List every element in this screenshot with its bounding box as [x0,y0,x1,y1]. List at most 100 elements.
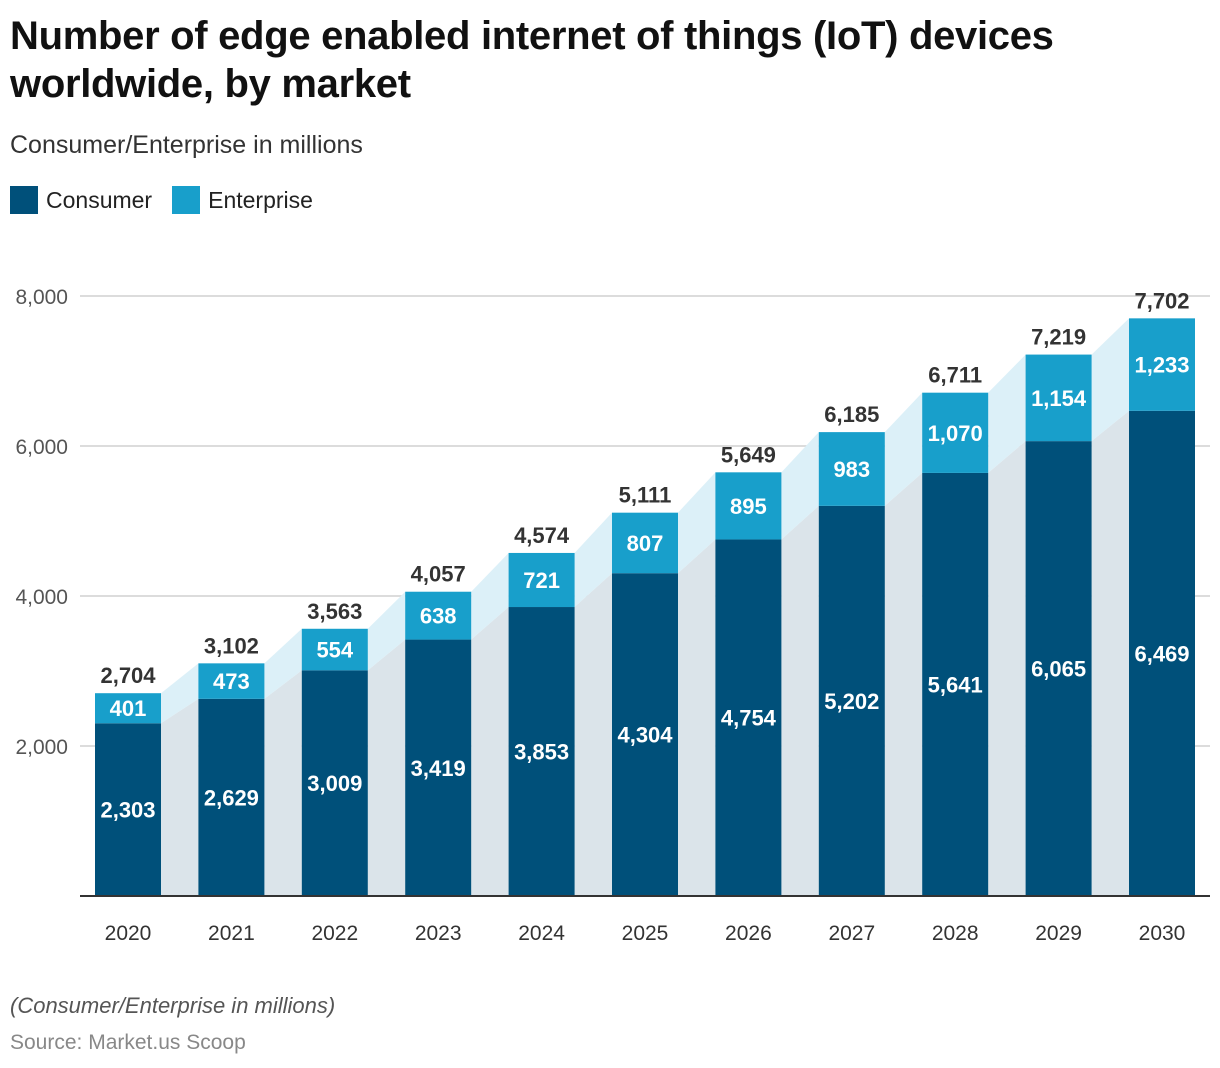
data-label-total: 4,057 [411,562,466,587]
data-label-total: 7,702 [1134,288,1189,313]
consumer-band [367,639,406,896]
bar-consumer [198,698,265,896]
bar-consumer [922,472,989,896]
data-label-consumer: 3,853 [514,740,569,765]
enterprise-band [161,663,199,724]
data-label-consumer: 5,641 [928,672,983,697]
x-tick-label: 2022 [311,922,358,945]
consumer-band [1091,410,1129,896]
x-tick-label: 2023 [415,922,462,945]
bar-consumer [1025,441,1092,896]
consumer-band [471,607,509,896]
bar-enterprise [198,663,265,699]
consumer-band [678,539,716,896]
bar-enterprise [301,628,368,671]
data-label-total: 5,111 [619,483,672,508]
bar-enterprise [922,392,989,473]
data-label-total: 6,711 [928,363,982,388]
x-tick-label: 2026 [725,922,772,945]
legend-label-consumer: Consumer [46,186,153,213]
x-tick-label: 2024 [518,922,565,945]
y-tick-label: 8,000 [15,286,68,309]
bar-consumer [715,539,782,896]
data-label-enterprise: 1,070 [928,421,983,446]
x-tick-label: 2030 [1139,922,1186,945]
data-label-enterprise: 807 [627,531,664,556]
legend: Consumer Enterprise [10,186,313,214]
chart-source: Source: Market.us Scoop [10,1031,246,1054]
bar-consumer [818,505,885,896]
legend-item-consumer[interactable]: Consumer [10,186,152,214]
data-label-total: 6,185 [824,402,879,427]
bar-enterprise [508,552,575,608]
data-label-enterprise: 983 [833,457,870,482]
data-label-enterprise: 554 [316,638,353,663]
chart-title: Number of edge enabled internet of thing… [10,14,1054,106]
enterprise-band [884,392,923,506]
y-tick-label: 4,000 [15,586,68,609]
x-tick-label: 2027 [828,922,875,945]
bar-consumer [612,573,678,896]
bar-consumer [95,723,161,896]
data-label-consumer: 6,065 [1031,657,1086,682]
bar-enterprise [405,591,472,640]
x-tick-label: 2029 [1035,922,1082,945]
legend-swatch-enterprise [172,186,201,214]
data-label-consumer: 4,304 [617,723,673,748]
enterprise-band [988,354,1026,473]
bar-enterprise [612,512,678,574]
data-label-total: 7,219 [1031,325,1086,350]
bar-consumer [405,639,472,896]
data-label-enterprise: 638 [420,604,457,629]
bar-consumer [1129,410,1195,896]
bar-enterprise [1129,318,1195,411]
bar-enterprise [715,472,782,540]
enterprise-band [678,472,716,574]
data-label-consumer: 3,009 [307,771,362,796]
data-label-total: 4,574 [514,523,570,548]
bar-consumer [508,607,575,896]
data-label-consumer: 5,202 [824,689,879,714]
enterprise-band [367,591,406,671]
enterprise-band [781,432,819,540]
consumer-band [264,670,302,896]
x-tick-label: 2025 [622,922,669,945]
chart-subtitle: Consumer/Enterprise in millions [10,131,363,159]
enterprise-band [264,628,302,699]
data-label-consumer: 4,754 [721,706,777,731]
enterprise-band [1091,318,1129,442]
data-label-total: 3,563 [307,599,362,624]
data-label-consumer: 6,469 [1134,641,1189,666]
x-tick-label: 2020 [105,922,152,945]
data-label-enterprise: 895 [730,494,767,519]
bar-consumer [301,670,368,896]
consumer-band [161,698,199,896]
data-label-enterprise: 401 [110,696,147,721]
enterprise-band [574,512,612,608]
legend-swatch-consumer [10,186,38,214]
data-label-enterprise: 1,154 [1031,386,1087,411]
bar-enterprise [1025,354,1092,442]
bar-enterprise [95,693,161,724]
data-label-enterprise: 1,233 [1134,353,1189,378]
x-tick-label: 2021 [208,922,255,945]
data-label-enterprise: 721 [523,568,560,593]
data-label-enterprise: 473 [213,669,250,694]
enterprise-band [471,552,509,640]
data-label-total: 5,649 [721,442,776,467]
x-tick-label: 2028 [932,922,979,945]
data-label-total: 3,102 [204,633,259,658]
data-label-consumer: 2,629 [204,785,259,810]
bar-enterprise [818,432,885,506]
consumer-band [781,505,819,896]
legend-item-enterprise[interactable]: Enterprise [172,186,313,214]
data-label-consumer: 3,419 [411,756,466,781]
y-tick-label: 2,000 [15,736,68,759]
chart-note: (Consumer/Enterprise in millions) [10,993,336,1018]
data-label-consumer: 2,303 [100,798,155,823]
y-tick-label: 6,000 [15,436,68,459]
legend-label-enterprise: Enterprise [208,186,313,213]
consumer-band [988,441,1026,896]
